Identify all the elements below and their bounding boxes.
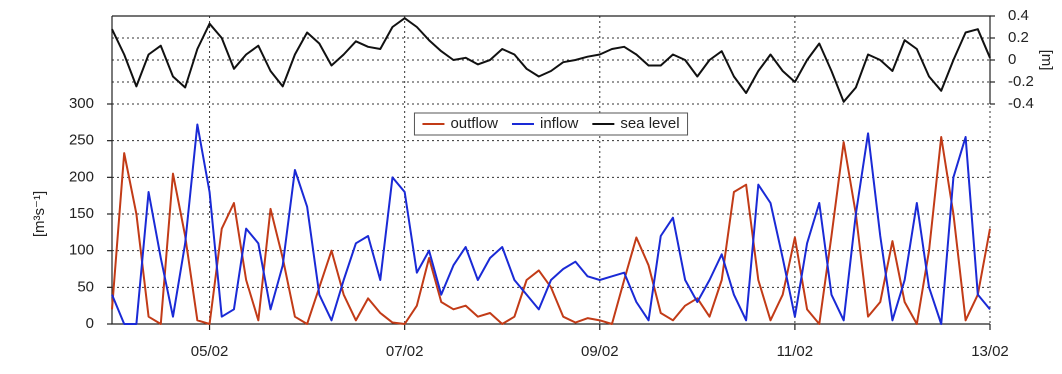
x-tick-label: 11/02 bbox=[777, 343, 813, 360]
y-tick-label: 200 bbox=[69, 168, 94, 185]
series-line bbox=[111, 17, 991, 103]
x-tick-label: 13/02 bbox=[971, 343, 1009, 360]
x-tick-label: 07/02 bbox=[386, 343, 424, 360]
legend-label: inflow bbox=[540, 115, 579, 132]
series-line bbox=[111, 123, 991, 325]
legend-item: sea level bbox=[592, 115, 680, 132]
y2-axis-label: [m] bbox=[1038, 50, 1055, 71]
x-tick-label: 09/02 bbox=[581, 343, 619, 360]
x-tick-label: 05/02 bbox=[191, 343, 229, 360]
y-tick-label: 50 bbox=[77, 278, 94, 295]
y2-tick-label: -0.2 bbox=[1008, 73, 1034, 90]
y-tick-label: 100 bbox=[69, 242, 94, 259]
y-axis-label: [m³s⁻¹] bbox=[31, 191, 48, 237]
y-tick-label: 300 bbox=[69, 95, 94, 112]
series-line bbox=[111, 136, 991, 325]
y2-tick-label: 0 bbox=[1008, 51, 1016, 68]
y-tick-label: 150 bbox=[69, 205, 94, 222]
legend-item: inflow bbox=[511, 115, 579, 132]
legend-item: outflow bbox=[422, 115, 498, 132]
axis-frame bbox=[111, 15, 991, 325]
y-tick-label: 0 bbox=[86, 315, 94, 332]
y2-tick-label: 0.2 bbox=[1008, 29, 1029, 46]
y-tick-label: 250 bbox=[69, 132, 94, 149]
legend-label: outflow bbox=[450, 115, 498, 132]
y2-tick-label: 0.4 bbox=[1008, 7, 1029, 24]
legend: outflow inflow sea level bbox=[413, 112, 689, 136]
y2-tick-label: -0.4 bbox=[1008, 95, 1034, 112]
legend-box bbox=[413, 112, 689, 136]
legend-label: sea level bbox=[620, 115, 679, 132]
